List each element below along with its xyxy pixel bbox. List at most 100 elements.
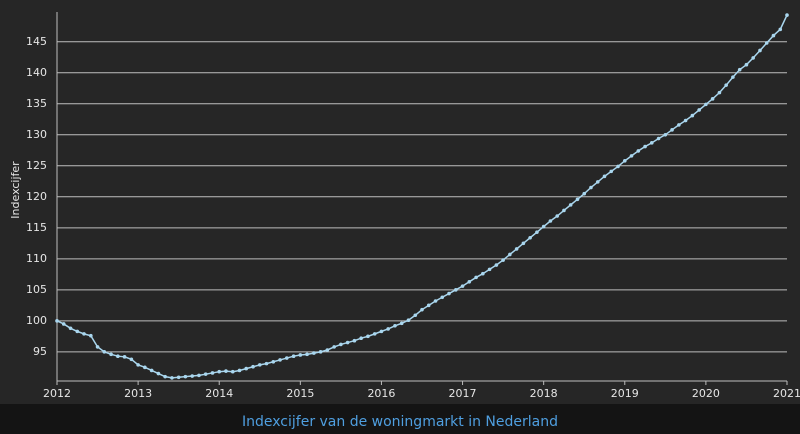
point [737, 67, 742, 72]
point [697, 108, 701, 112]
point [481, 271, 485, 276]
x-tick-label: 2014 [205, 387, 233, 400]
x-tick-label: 2018 [530, 387, 558, 400]
y-tick-label: 140 [26, 66, 47, 79]
point [271, 359, 276, 364]
y-tick-label: 110 [26, 252, 47, 265]
point [575, 197, 580, 202]
x-tick-label: 2021 [773, 387, 800, 400]
y-tick-label: 135 [26, 97, 47, 110]
point [731, 75, 735, 79]
x-tick-label: 2012 [43, 387, 71, 400]
x-tick-label: 2020 [692, 387, 720, 400]
point [744, 62, 749, 67]
point [325, 348, 330, 352]
point [528, 235, 532, 240]
point [629, 154, 634, 158]
point [704, 102, 708, 107]
y-tick-label: 145 [26, 35, 47, 48]
y-tick-label: 125 [26, 159, 47, 172]
caption: Indexcijfer van de woningmarkt in Nederl… [242, 414, 558, 430]
point [758, 48, 762, 53]
point [535, 230, 539, 234]
point [562, 208, 566, 213]
point [602, 174, 607, 179]
point [508, 252, 512, 257]
point [291, 354, 296, 358]
point [683, 118, 688, 123]
point [129, 357, 134, 362]
point [305, 352, 309, 357]
point [217, 369, 222, 374]
point [386, 327, 390, 331]
point [230, 369, 235, 374]
point [197, 373, 201, 378]
point [190, 374, 195, 378]
point [237, 368, 242, 373]
point [636, 149, 641, 153]
point [393, 324, 397, 328]
point [568, 203, 573, 207]
point [170, 376, 174, 380]
point [690, 113, 695, 118]
point [318, 350, 323, 354]
point [494, 263, 499, 267]
x-tick-label: 2017 [449, 387, 477, 400]
point [595, 180, 600, 184]
point [251, 364, 255, 369]
point [717, 90, 722, 95]
point [663, 132, 668, 137]
point [582, 191, 587, 196]
point [474, 275, 478, 280]
point [122, 355, 127, 359]
point [426, 303, 431, 308]
point [649, 141, 654, 145]
point [156, 371, 161, 376]
x-tick-label: 2015 [286, 387, 314, 400]
point [555, 214, 560, 218]
point [244, 366, 249, 371]
point [521, 241, 526, 246]
point [75, 329, 80, 334]
point [670, 128, 674, 132]
y-tick-label: 115 [26, 221, 47, 234]
y-tick-label: 130 [26, 128, 47, 141]
point [420, 307, 424, 312]
point [257, 363, 262, 367]
y-tick-label: 105 [26, 283, 47, 296]
point [785, 13, 789, 17]
x-tick-label: 2019 [611, 387, 639, 400]
point [724, 83, 728, 87]
point [541, 224, 546, 229]
point [136, 363, 140, 367]
point [163, 374, 167, 379]
point [454, 288, 458, 292]
point [771, 33, 776, 38]
point [298, 353, 303, 357]
point [379, 329, 384, 334]
y-tick-label: 100 [26, 314, 47, 327]
point [372, 332, 377, 336]
point [68, 326, 73, 331]
point [460, 284, 465, 288]
point [433, 299, 438, 303]
point [278, 358, 282, 362]
point [312, 351, 316, 355]
caption-band [0, 404, 800, 434]
point [413, 313, 418, 318]
x-tick-label: 2013 [124, 387, 152, 400]
point [339, 342, 343, 347]
point [677, 123, 681, 127]
point [501, 258, 505, 262]
point [284, 356, 289, 360]
point [589, 185, 593, 190]
point [143, 365, 147, 370]
point [61, 322, 66, 326]
point [102, 350, 107, 354]
point [55, 319, 59, 323]
y-tick-label: 95 [33, 345, 47, 358]
point [89, 333, 93, 338]
point [656, 136, 661, 141]
point [224, 369, 228, 373]
